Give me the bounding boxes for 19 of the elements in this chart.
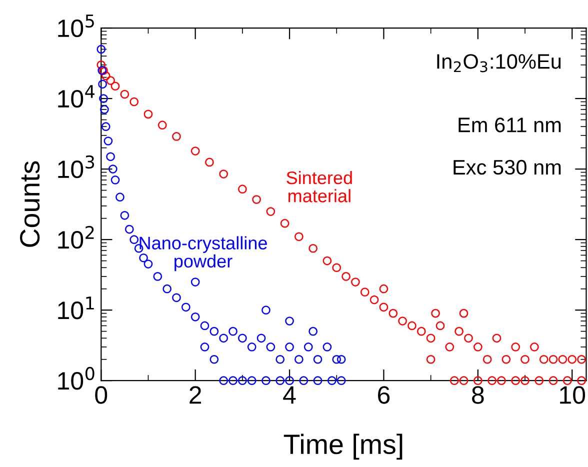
x-tick-label: 8 (472, 386, 484, 404)
y-tick-label: 10$^{3}$ (58, 155, 94, 178)
x-tick-label: 4 (283, 386, 296, 404)
x-tick-label: 6 (378, 386, 390, 404)
y-tick-label: 10$^{0}$ (58, 366, 94, 390)
annotation: Em 611 nm (458, 118, 561, 132)
y-tick-label: 10$^{1}$ (58, 296, 94, 320)
x-tick-label: 10 (560, 386, 586, 404)
annotation: Exc 530 nm (454, 160, 561, 175)
x-tick-label: 0 (95, 386, 108, 404)
y-tick-label: 10$^{4}$ (58, 85, 94, 108)
series-label: Nano-crystalline powder (140, 236, 267, 272)
y-axis-title: Counts (20, 161, 40, 247)
annotation: In$_{2}$O$_{3}$:10%Eu (437, 54, 561, 72)
y-tick-label: 10$^{5}$ (58, 14, 94, 38)
x-axis-title: Time [ms] (284, 434, 402, 460)
y-tick-label: 10$^{2}$ (58, 226, 94, 249)
series-label: Sintered material (286, 170, 352, 202)
x-tick-label: 2 (190, 386, 202, 404)
